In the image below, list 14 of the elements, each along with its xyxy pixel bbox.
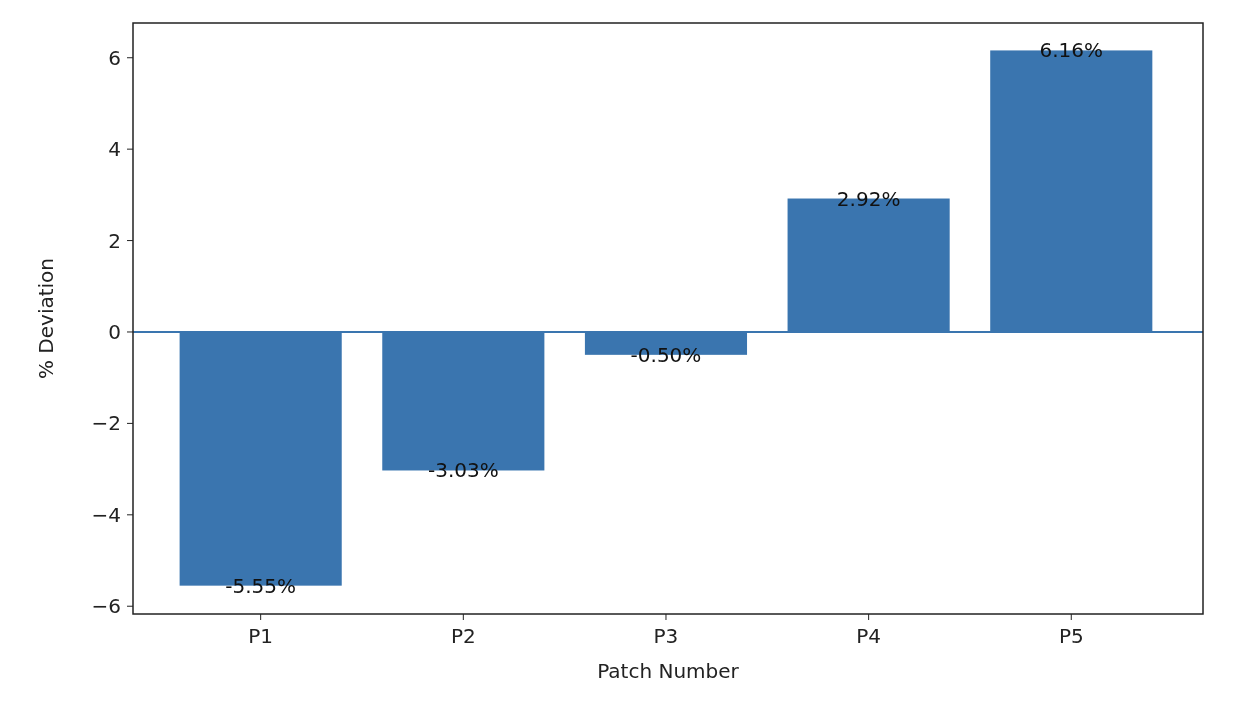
y-tick-label: 2 [108,228,121,253]
y-tick-label: −4 [91,502,121,527]
y-tick-label: 6 [108,45,121,70]
y-tick-label: −6 [91,594,121,619]
x-tick-label: P2 [450,624,476,648]
x-tick-label: P4 [856,624,882,648]
y-tick-label: 0 [108,319,121,344]
y-tick-label: −2 [91,411,121,436]
y-tick-label: 4 [108,137,121,162]
x-tick-label: P1 [248,624,274,648]
x-axis-title: Patch Number [597,659,740,683]
y-axis-title: % Deviation [34,257,58,380]
x-tick-label: P5 [1058,624,1084,648]
x-tick-label: P3 [653,624,679,648]
